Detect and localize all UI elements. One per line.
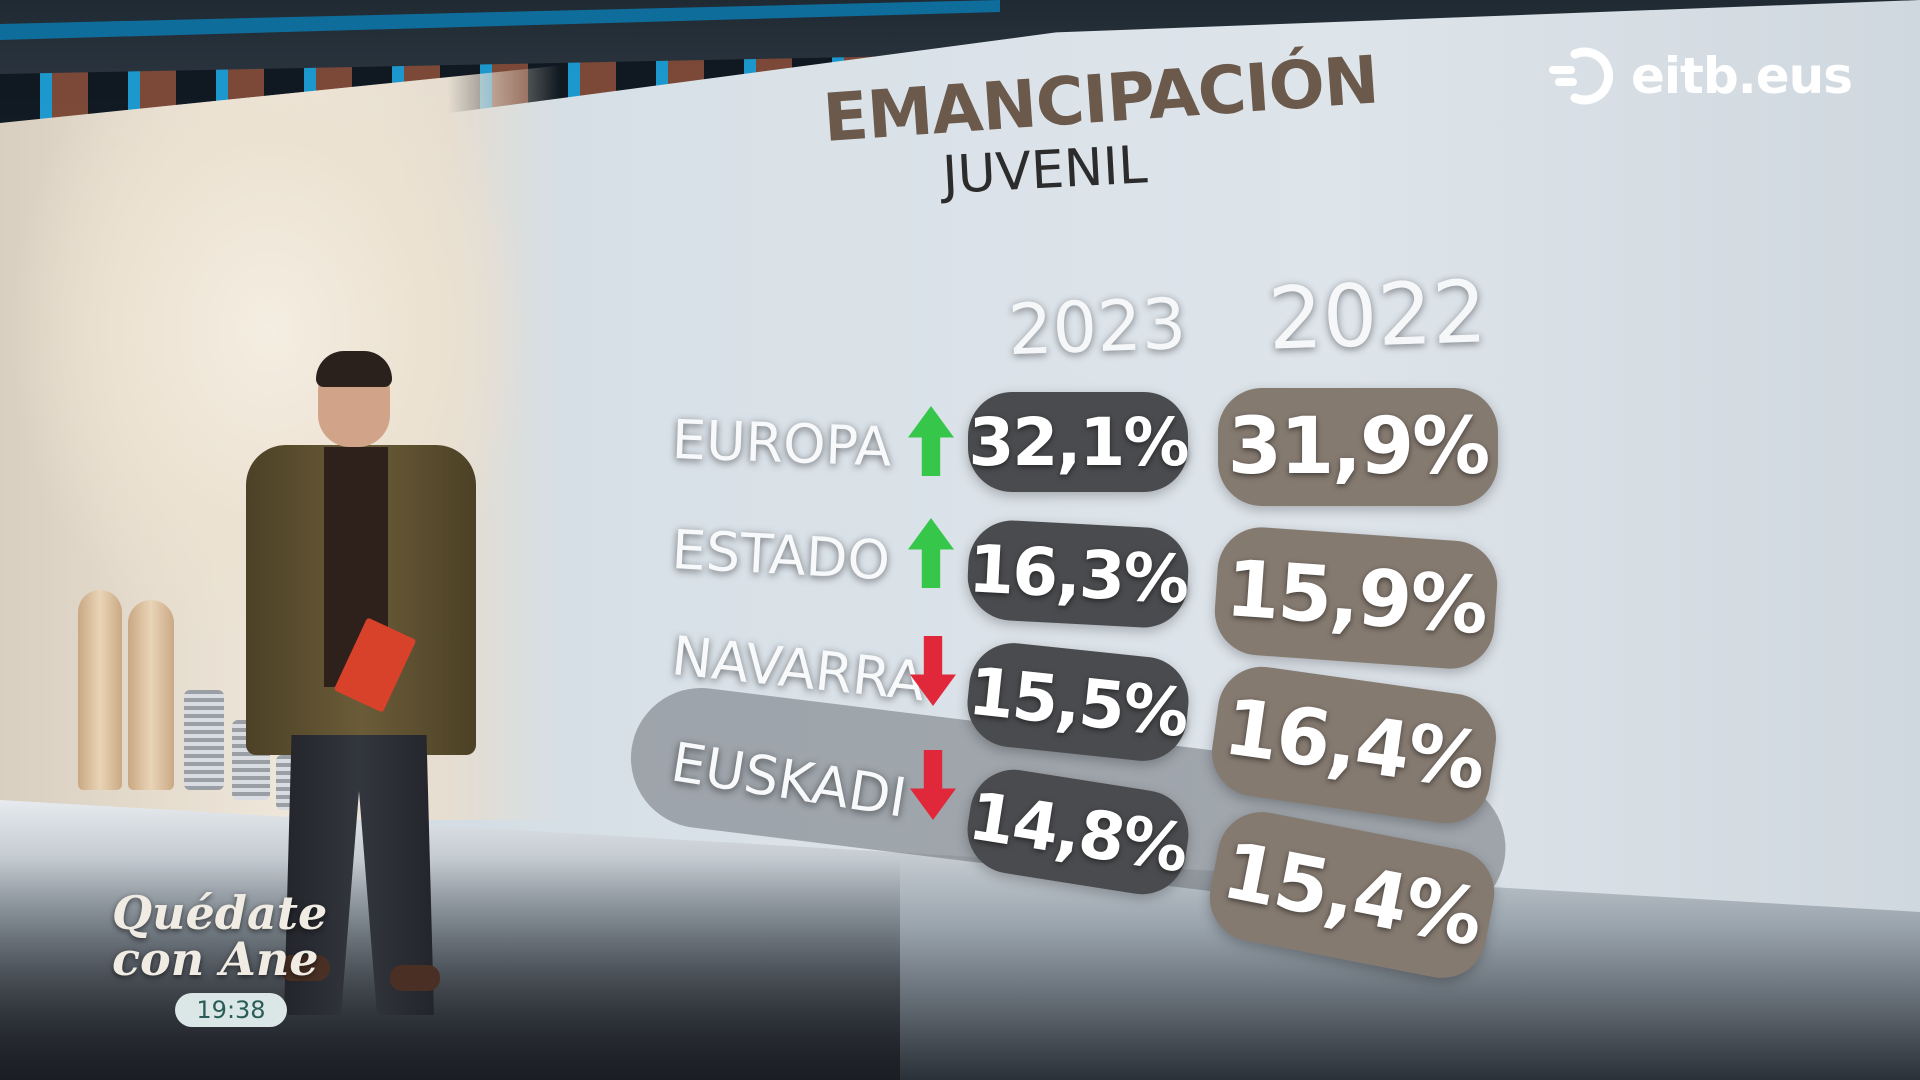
presenter-shoe xyxy=(390,965,440,991)
region-label: ESTADO xyxy=(670,518,892,593)
year-header-2023: 2023 xyxy=(1006,282,1188,372)
wooden-figure xyxy=(78,590,122,790)
year-header-2022: 2022 xyxy=(1266,262,1489,370)
presenter-hair xyxy=(316,351,392,387)
wooden-figure xyxy=(128,600,174,790)
graphic-subtitle: JUVENIL xyxy=(940,135,1149,206)
program-title-line1: Quédate xyxy=(112,886,328,940)
eitb-logo-icon xyxy=(1545,46,1623,106)
value-2022: 31,9% xyxy=(1218,388,1498,506)
value-2023: 16,3% xyxy=(965,518,1191,630)
program-title-line2: con Ane xyxy=(112,932,319,986)
program-title: Quédate con Ane xyxy=(112,890,352,982)
region-label: EUROPA xyxy=(670,408,893,479)
value-2023: 32,1% xyxy=(968,392,1189,492)
value-2022: 15,9% xyxy=(1211,524,1501,672)
clock-badge: 19:38 xyxy=(175,993,287,1027)
channel-logo: eitb.eus xyxy=(1545,46,1853,106)
presenter-shoe xyxy=(280,955,330,981)
logo-text: eitb.eus xyxy=(1631,47,1853,105)
coin-stack xyxy=(184,690,224,790)
floor-reflection xyxy=(0,860,900,1080)
presenter xyxy=(240,351,490,1055)
